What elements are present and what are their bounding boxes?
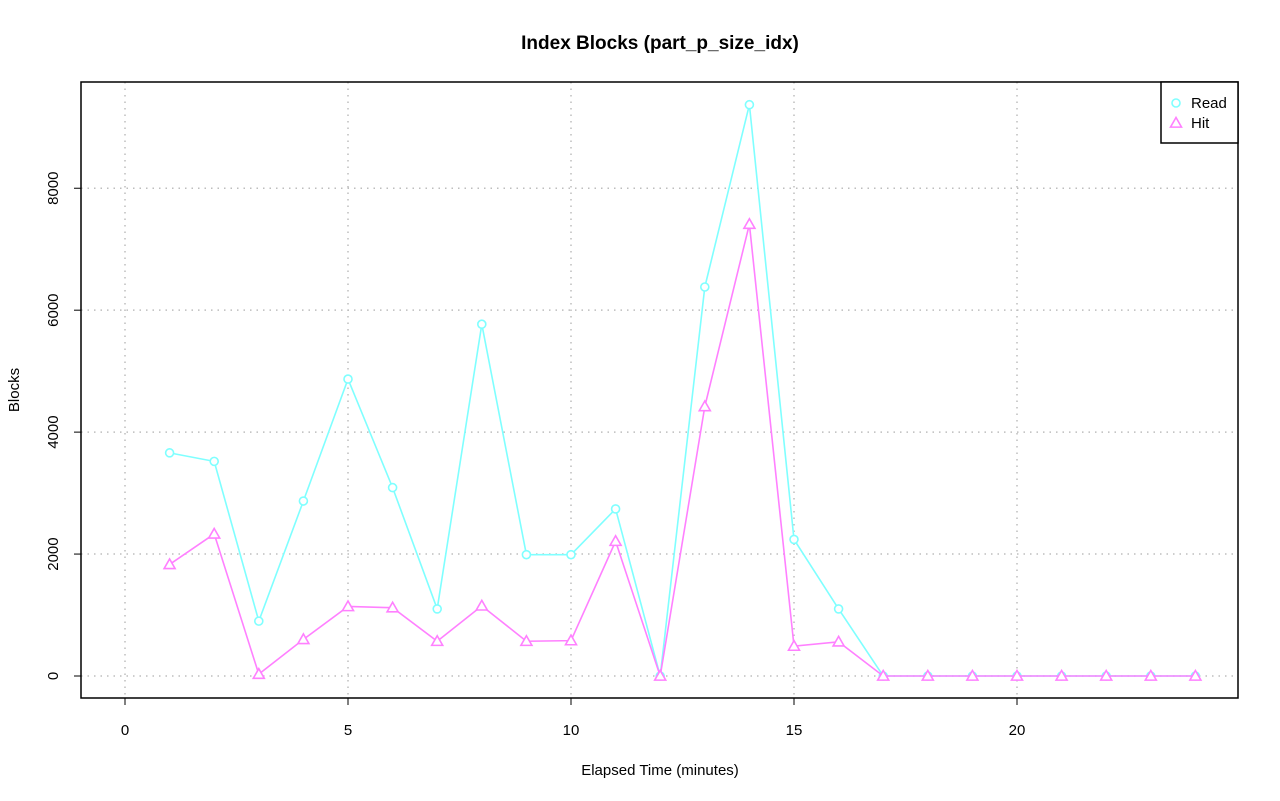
series-hit-line xyxy=(169,224,1196,677)
series-hit-point xyxy=(251,667,266,680)
legend-hit-marker xyxy=(1169,115,1183,128)
series-hit-point xyxy=(742,217,757,230)
series-hit xyxy=(162,217,1203,681)
series-layer xyxy=(162,99,1203,681)
series-hit-point xyxy=(430,634,445,647)
series-hit-point xyxy=(608,534,623,547)
series-read-point xyxy=(209,456,219,467)
y-tick-label: 6000 xyxy=(45,293,62,326)
x-tick-label: 20 xyxy=(1009,722,1026,739)
series-hit-point xyxy=(341,599,355,612)
series-hit-point xyxy=(474,598,489,611)
series-read-point xyxy=(833,604,844,614)
y-tick-label: 2000 xyxy=(45,537,62,570)
series-hit-point xyxy=(564,633,578,646)
x-tick-label: 0 xyxy=(121,722,129,739)
legend-read-marker xyxy=(1171,98,1181,108)
y-tick-label: 0 xyxy=(45,672,62,680)
series-hit-point xyxy=(1143,668,1158,681)
series-hit-point xyxy=(296,632,311,645)
x-tick-label: 15 xyxy=(786,722,803,739)
series-read-point xyxy=(699,282,710,292)
x-axis: 0 5 10 15 20 xyxy=(121,698,1026,739)
legend-hit-label: Hit xyxy=(1191,115,1210,132)
x-tick-label: 10 xyxy=(563,722,580,739)
y-tick-label: 8000 xyxy=(45,172,62,205)
y-axis-label: Blocks xyxy=(6,368,23,412)
plot-frame xyxy=(80,81,1239,699)
legend-box xyxy=(1160,81,1239,144)
series-hit-point xyxy=(653,668,668,681)
series-read-line xyxy=(169,104,1196,677)
series-read-point xyxy=(298,496,309,506)
series-read-point xyxy=(343,374,353,384)
series-read-point xyxy=(476,319,487,330)
series-hit-point xyxy=(965,668,980,681)
series-hit-point xyxy=(697,399,712,412)
series-read-point xyxy=(253,616,264,626)
series-hit-point xyxy=(385,600,400,613)
series-read-point xyxy=(521,549,532,560)
series-hit-point xyxy=(519,634,534,647)
series-hit-point xyxy=(1010,668,1024,681)
series-read-point xyxy=(744,99,755,110)
series-hit-point xyxy=(920,668,935,681)
series-read-point xyxy=(566,549,576,560)
series-hit-point xyxy=(1099,668,1114,681)
x-tick-label: 5 xyxy=(344,722,352,739)
series-hit-point xyxy=(207,526,222,539)
series-hit-point xyxy=(787,639,801,652)
series-read-point xyxy=(432,604,443,614)
chart-title: Index Blocks (part_p_size_idx) xyxy=(521,33,799,54)
series-hit-point xyxy=(162,557,177,570)
legend: Read Hit xyxy=(1160,81,1239,144)
series-hit-point xyxy=(1054,668,1069,681)
y-axis: 0 2000 4000 6000 8000 xyxy=(45,172,81,680)
legend-read-label: Read xyxy=(1191,95,1227,112)
series-hit-point xyxy=(876,668,891,681)
x-axis-label: Elapsed Time (minutes) xyxy=(581,762,739,779)
series-read-point xyxy=(610,504,621,514)
series-hit-point xyxy=(1188,668,1203,681)
series-read-point xyxy=(387,482,398,493)
y-tick-label: 4000 xyxy=(45,415,62,448)
series-read-point xyxy=(789,534,799,545)
series-hit-point xyxy=(831,634,846,647)
series-read-point xyxy=(164,448,175,458)
